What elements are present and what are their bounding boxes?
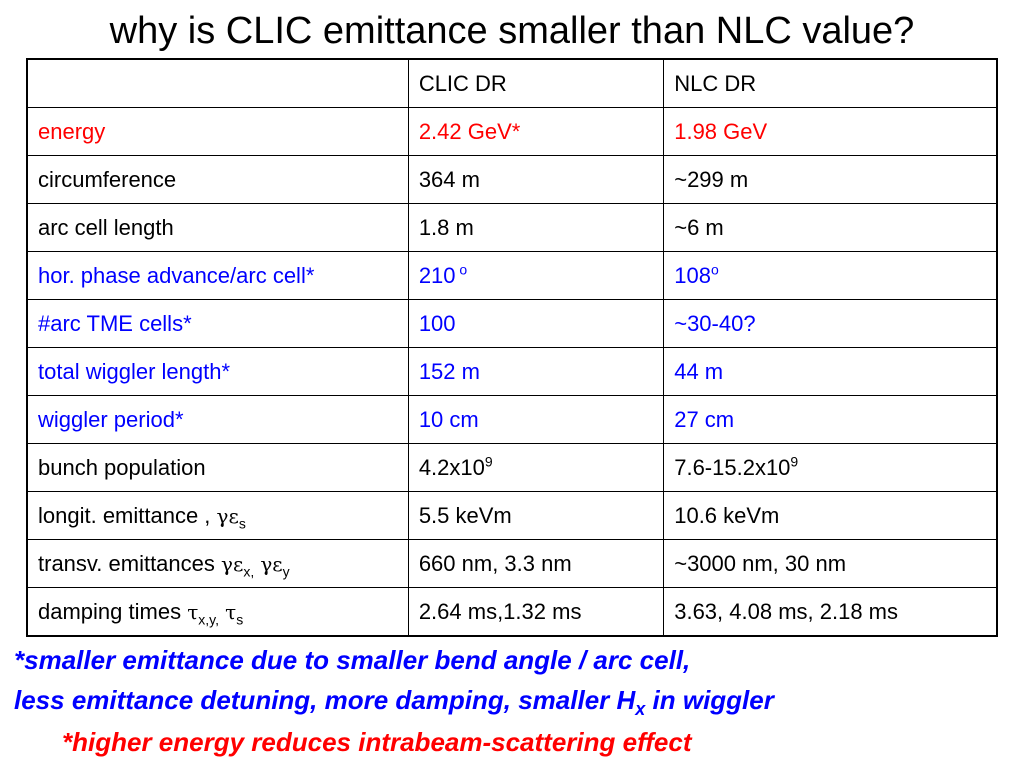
- table-row-longit-emittance: longit. emittance , γεs 5.5 keVm 10.6 ke…: [26, 491, 998, 540]
- comparison-table: CLIC DR NLC DR energy 2.42 GeV* 1.98 GeV…: [26, 58, 998, 637]
- table-row-bunch-population: bunch population 4.2x109 7.6-15.2x109: [26, 443, 998, 492]
- row-label: #arc TME cells*: [26, 299, 409, 348]
- table-row-wiggler-period: wiggler period* 10 cm 27 cm: [26, 395, 998, 444]
- table-row-wiggler-length: total wiggler length* 152 m 44 m: [26, 347, 998, 396]
- row-label: energy: [26, 107, 409, 156]
- row-label: arc cell length: [26, 203, 409, 252]
- header-cell-empty: [26, 58, 409, 108]
- clic-value: 152 m: [407, 347, 665, 396]
- clic-value: 10 cm: [407, 395, 665, 444]
- clic-value: 364 m: [407, 155, 665, 204]
- header-cell-nlc: NLC DR: [663, 58, 998, 108]
- row-label: transv. emittances γεx, γεy: [26, 539, 409, 588]
- footnote-text: less emittance detuning, more damping, s…: [14, 685, 636, 715]
- slide-title: why is CLIC emittance smaller than NLC v…: [109, 10, 915, 52]
- nlc-value: 44 m: [663, 347, 998, 396]
- footnote-text-end: in wiggler: [645, 685, 774, 715]
- row-label: damping times τx,y, τs: [26, 587, 409, 637]
- clic-value: 2.64 ms,1.32 ms: [407, 587, 665, 637]
- nlc-value: ~6 m: [663, 203, 998, 252]
- nlc-value: 3.63, 4.08 ms, 2.18 ms: [663, 587, 998, 637]
- nlc-value: 27 cm: [663, 395, 998, 444]
- row-label: hor. phase advance/arc cell*: [26, 251, 409, 300]
- footnote-less-detuning: less emittance detuning, more damping, s…: [14, 684, 774, 720]
- row-label: total wiggler length*: [26, 347, 409, 396]
- nlc-value: ~299 m: [663, 155, 998, 204]
- header-cell-clic: CLIC DR: [407, 58, 665, 108]
- nlc-value: ~30-40?: [663, 299, 998, 348]
- table-row-energy: energy 2.42 GeV* 1.98 GeV: [26, 107, 998, 156]
- table-row-arc-cell-length: arc cell length 1.8 m ~6 m: [26, 203, 998, 252]
- footnote-higher-energy: *higher energy reduces intrabeam-scatter…: [62, 727, 692, 757]
- nlc-value: 1.98 GeV: [663, 107, 998, 156]
- nlc-value: ~3000 nm, 30 nm: [663, 539, 998, 588]
- nlc-value: 108o: [663, 251, 998, 300]
- row-label: bunch population: [26, 443, 409, 492]
- table-row-transv-emittances: transv. emittances γεx, γεy 660 nm, 3.3 …: [26, 539, 998, 588]
- table-row-damping-times: damping times τx,y, τs 2.64 ms,1.32 ms 3…: [26, 587, 998, 637]
- nlc-value: 7.6-15.2x109: [663, 443, 998, 492]
- footnote-smaller-emittance: *smaller emittance due to smaller bend a…: [14, 645, 691, 675]
- clic-value: 2.42 GeV*: [407, 107, 665, 156]
- clic-value: 1.8 m: [407, 203, 665, 252]
- table-header-row: CLIC DR NLC DR: [26, 58, 998, 108]
- table-row-arc-tme-cells: #arc TME cells* 100 ~30-40?: [26, 299, 998, 348]
- table-row-phase-advance: hor. phase advance/arc cell* 210 o 108o: [26, 251, 998, 300]
- clic-value: 660 nm, 3.3 nm: [407, 539, 665, 588]
- clic-value: 5.5 keVm: [407, 491, 665, 540]
- clic-value: 210 o: [407, 251, 665, 300]
- clic-value: 4.2x109: [407, 443, 665, 492]
- table-row-circumference: circumference 364 m ~299 m: [26, 155, 998, 204]
- row-label: circumference: [26, 155, 409, 204]
- footnote-subscript: x: [635, 699, 646, 720]
- nlc-value: 10.6 keVm: [663, 491, 998, 540]
- row-label: wiggler period*: [26, 395, 409, 444]
- row-label: longit. emittance , γεs: [26, 491, 409, 540]
- clic-value: 100: [407, 299, 665, 348]
